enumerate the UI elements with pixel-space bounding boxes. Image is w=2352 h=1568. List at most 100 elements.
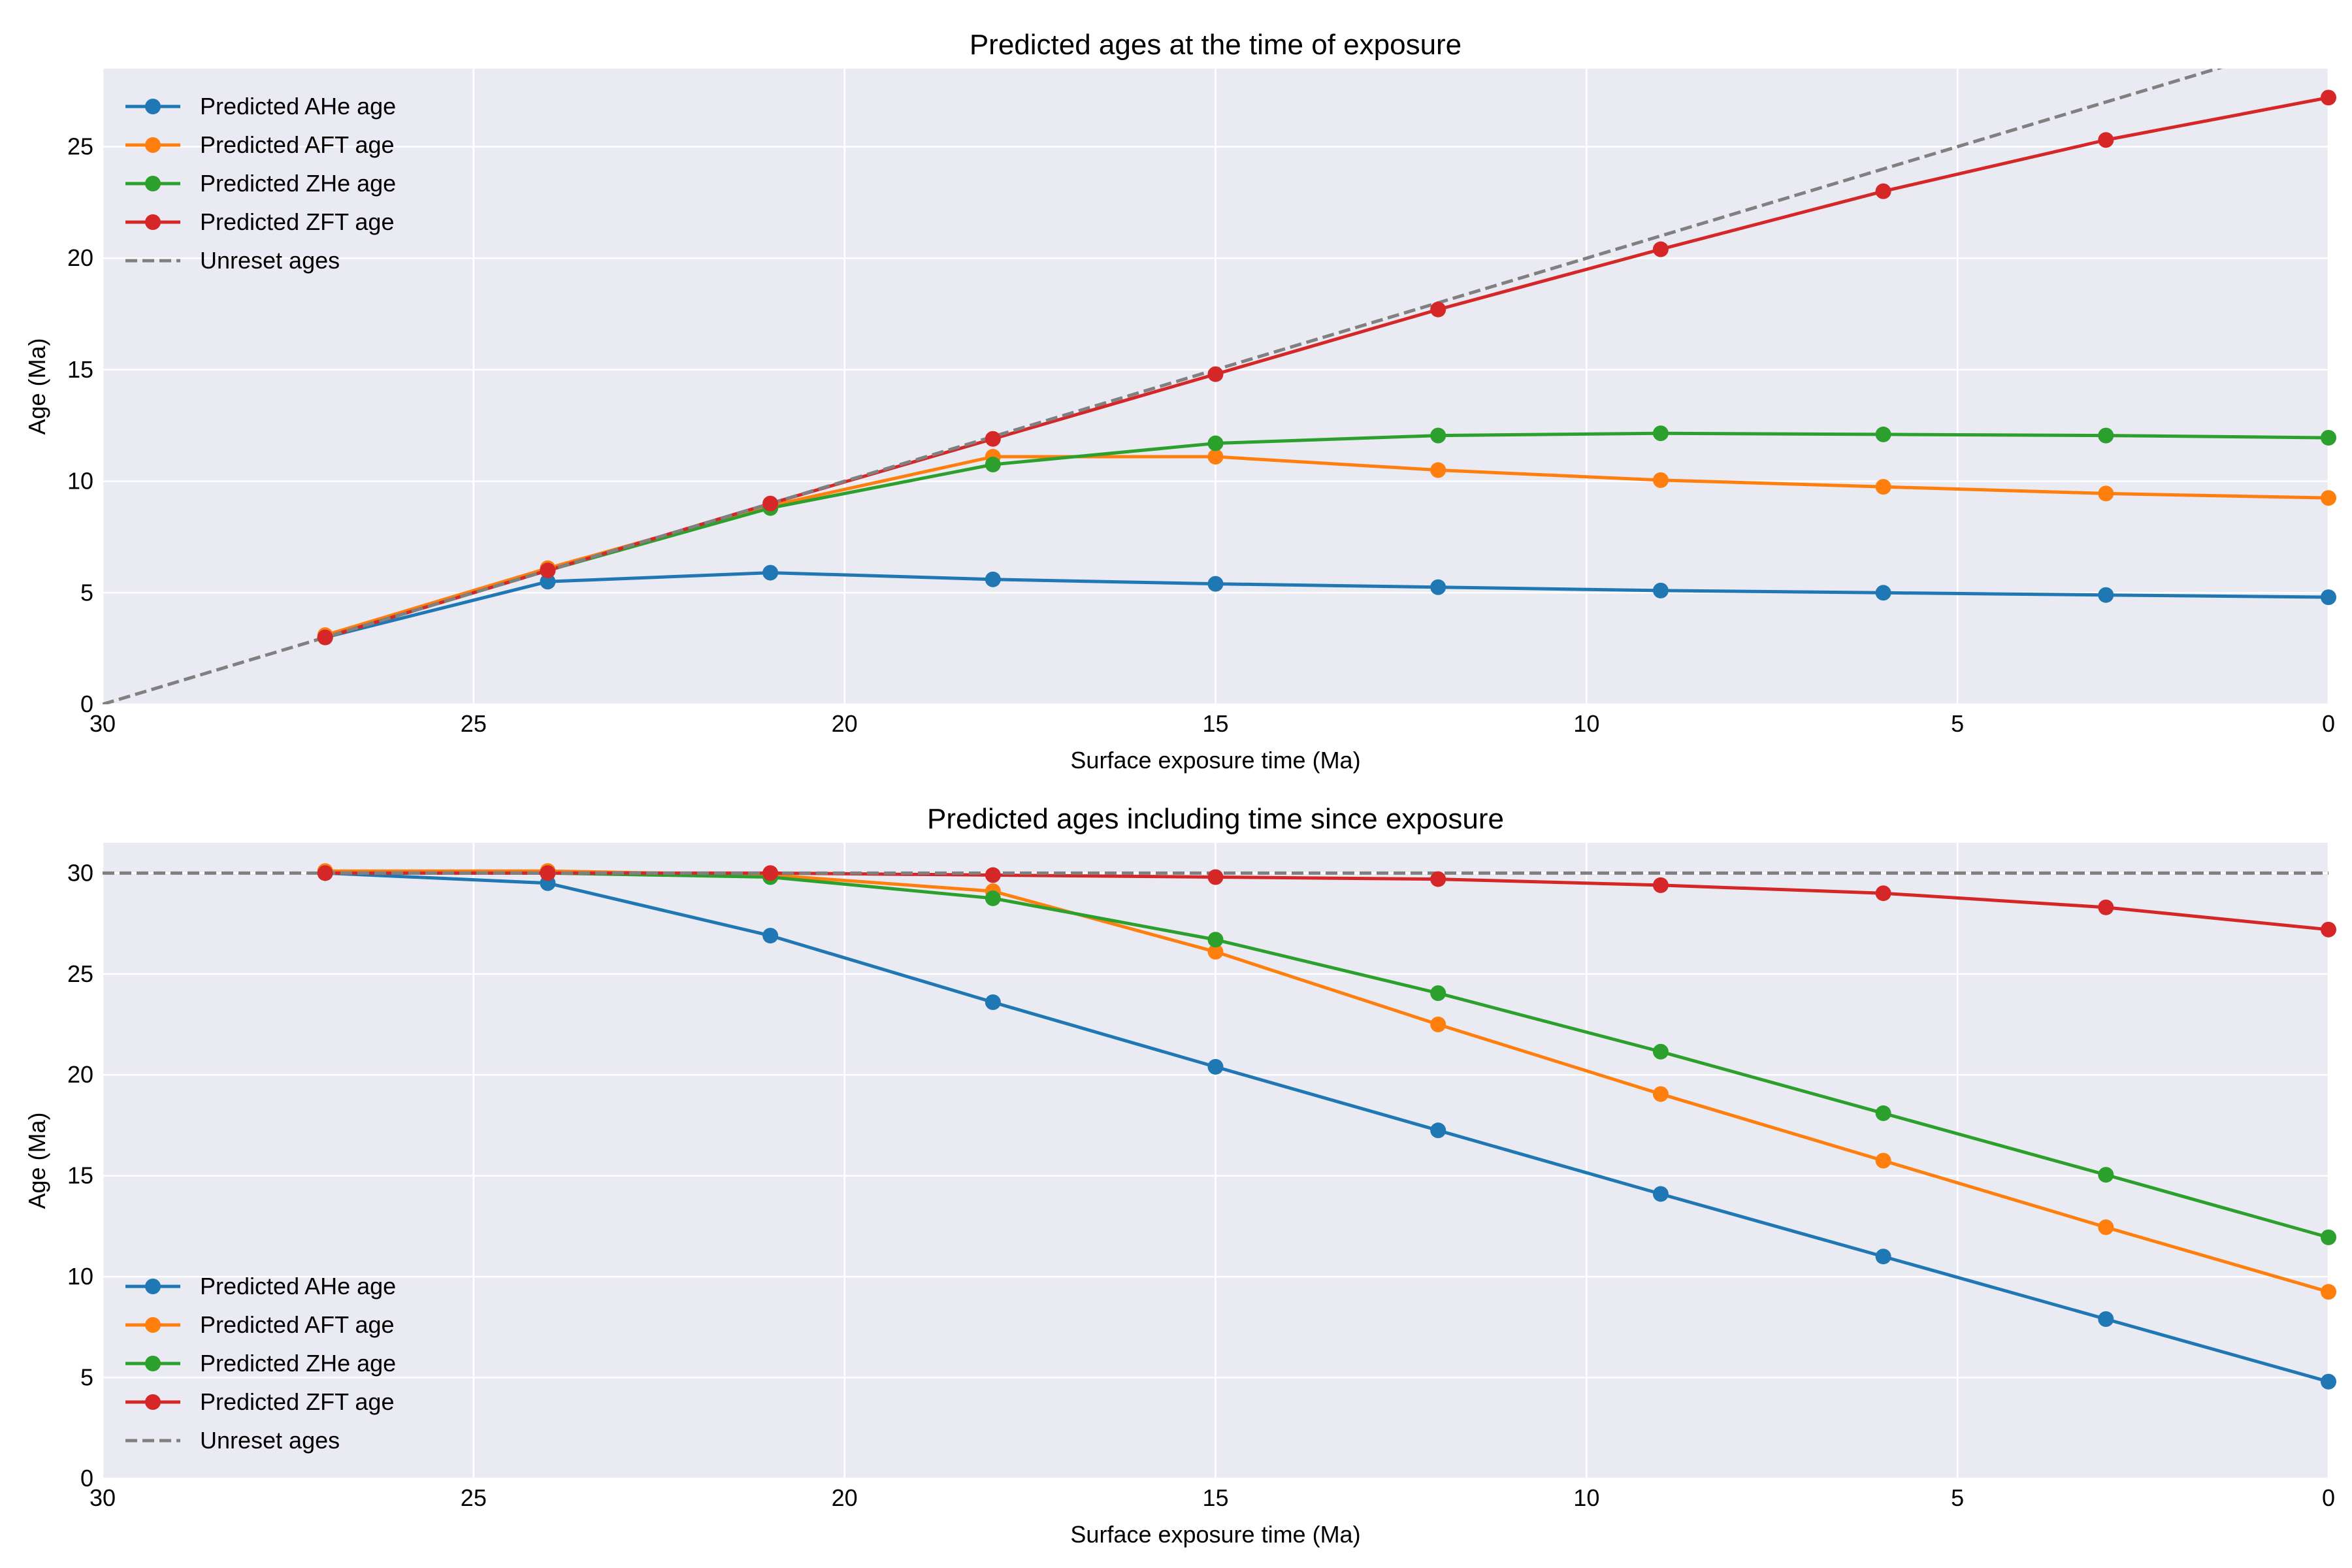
legend-item: Predicted AHe age	[125, 93, 396, 120]
x-axis-label: Surface exposure time (Ma)	[1070, 1521, 1360, 1548]
legend-swatch-marker	[145, 1394, 161, 1410]
x-tick-label: 25	[461, 1484, 487, 1511]
y-tick-label: 25	[67, 960, 93, 987]
data-point	[1652, 425, 1669, 442]
data-point	[985, 867, 1001, 883]
legend-label: Predicted AFT age	[200, 1311, 395, 1338]
legend-swatch-marker	[145, 99, 161, 114]
x-tick-label: 5	[1951, 1484, 1964, 1511]
y-tick-label: 25	[67, 133, 93, 159]
legend: Predicted AHe age Predicted AFT age Predic…	[125, 1273, 396, 1454]
legend-swatch-marker	[145, 137, 161, 153]
legend-label: Unreset ages	[200, 1427, 340, 1454]
x-tick-label: 15	[1202, 1484, 1228, 1511]
data-point	[1207, 435, 1224, 451]
x-tick-label: 15	[1202, 710, 1228, 737]
data-point	[2098, 1311, 2114, 1327]
data-point	[2321, 90, 2336, 106]
legend-label: Predicted AFT age	[200, 131, 395, 158]
data-point	[762, 865, 779, 881]
data-point	[1875, 479, 1891, 495]
data-point	[1430, 871, 1446, 887]
data-point	[1430, 301, 1446, 318]
data-point	[2321, 490, 2336, 506]
x-tick-label: 30	[90, 710, 116, 737]
legend-item: Predicted ZHe age	[125, 170, 396, 197]
y-tick-label: 5	[80, 1364, 93, 1391]
y-tick-label: 5	[80, 579, 93, 606]
x-tick-label: 25	[461, 710, 487, 737]
data-point	[985, 456, 1001, 472]
y-tick-label: 20	[67, 244, 93, 271]
data-point	[1430, 427, 1446, 444]
data-point	[2098, 899, 2114, 915]
x-tick-label: 20	[832, 1484, 858, 1511]
y-tick-label: 10	[67, 468, 93, 495]
data-point	[1875, 426, 1891, 442]
data-point	[317, 865, 333, 881]
legend-swatch-marker	[145, 214, 161, 230]
legend-item: Predicted AHe age	[125, 1273, 396, 1299]
chart-title: Predicted ages at the time of exposure	[970, 29, 1462, 61]
legend-label: Unreset ages	[200, 247, 340, 274]
legend-item: Predicted ZHe age	[125, 1350, 396, 1377]
data-point	[985, 994, 1001, 1011]
x-axis-label: Surface exposure time (Ma)	[1070, 747, 1360, 774]
data-point	[1875, 1105, 1891, 1121]
y-tick-label: 0	[80, 691, 93, 717]
legend-label: Predicted ZHe age	[200, 1350, 396, 1377]
data-point	[1652, 877, 1669, 893]
y-axis-label: Age (Ma)	[24, 338, 50, 434]
y-tick-label: 10	[67, 1263, 93, 1290]
data-point	[2098, 587, 2114, 603]
plot-marks	[103, 869, 2328, 1384]
data-point	[1652, 1086, 1669, 1102]
legend-item: Unreset ages	[125, 1427, 340, 1454]
legend-swatch-marker	[145, 1356, 161, 1371]
legend-swatch-marker	[145, 1317, 161, 1333]
data-point	[1430, 985, 1446, 1002]
chart-panel-1: 30 25 20 15 10 5 0 0 5 10 15 20 25 Predicted ages at …	[24, 29, 2336, 774]
data-point	[1652, 582, 1669, 598]
series-line-1	[325, 571, 2328, 640]
series-line-1	[325, 871, 2328, 1384]
data-point	[2321, 1229, 2336, 1245]
data-point	[1652, 472, 1669, 488]
legend-item: Predicted ZFT age	[125, 208, 394, 235]
data-point	[1430, 462, 1446, 478]
data-point	[540, 574, 556, 590]
data-point	[985, 890, 1001, 906]
data-point	[1875, 885, 1891, 902]
x-tick-label: 5	[1951, 710, 1964, 737]
legend-label: Predicted AHe age	[200, 1273, 396, 1299]
data-point	[2321, 589, 2336, 606]
x-tick-label: 10	[1573, 710, 1599, 737]
legend-label: Predicted ZFT age	[200, 208, 394, 235]
legend-item: Predicted AFT age	[125, 1311, 395, 1338]
data-point	[2321, 1284, 2336, 1300]
data-point	[1875, 585, 1891, 601]
legend-swatch-marker	[145, 1279, 161, 1294]
data-point	[2098, 427, 2114, 444]
x-tick-label: 0	[2322, 1484, 2335, 1511]
data-point	[1875, 1249, 1891, 1265]
data-point	[1652, 1043, 1669, 1060]
data-point	[540, 865, 556, 881]
data-point	[2321, 1373, 2336, 1390]
data-point	[2098, 1167, 2114, 1183]
legend: Predicted AHe age Predicted AFT age Predic…	[125, 93, 396, 274]
y-tick-label: 15	[67, 1162, 93, 1189]
y-tick-label: 0	[80, 1465, 93, 1492]
legend-swatch-marker	[145, 176, 161, 191]
data-point	[1207, 449, 1224, 465]
x-tick-label: 10	[1573, 1484, 1599, 1511]
legend-label: Predicted ZHe age	[200, 170, 396, 197]
data-point	[985, 571, 1001, 587]
x-tick-label: 0	[2322, 710, 2335, 737]
series-line-3	[325, 871, 2328, 1239]
data-point	[2321, 430, 2336, 446]
x-tick-label: 30	[90, 1484, 116, 1511]
data-point	[762, 495, 779, 512]
data-point	[762, 564, 779, 581]
